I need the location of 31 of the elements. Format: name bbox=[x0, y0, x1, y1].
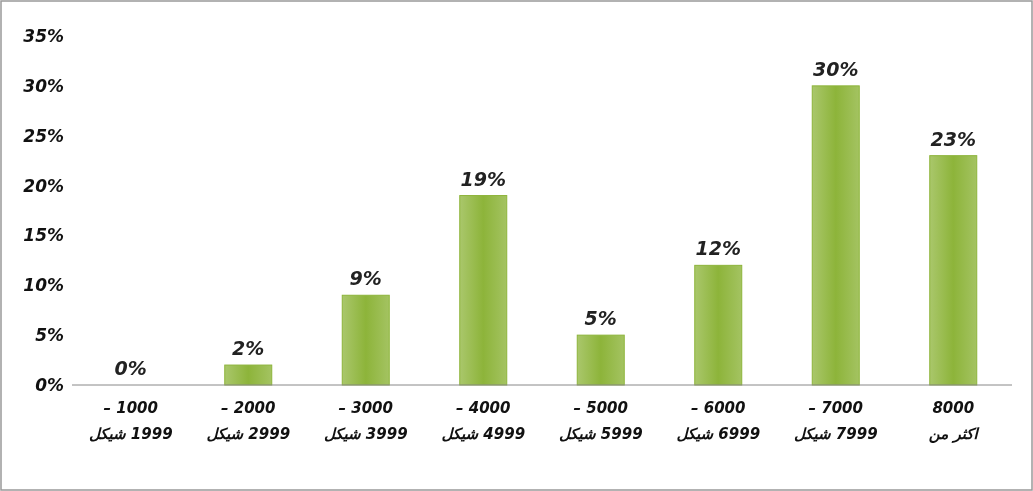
x-tick-label: 4000 – 4999 شيكل bbox=[440, 398, 527, 445]
bar bbox=[811, 85, 860, 386]
x-tick-label: 5000 – 5999 شيكل bbox=[557, 398, 644, 445]
bar bbox=[459, 195, 508, 386]
data-label: 0% bbox=[114, 357, 147, 379]
bar bbox=[694, 264, 743, 386]
x-tick-label: 8000 اكثر من bbox=[927, 398, 981, 445]
data-label: 9% bbox=[349, 267, 382, 290]
data-label: 23% bbox=[930, 127, 976, 150]
bar bbox=[224, 364, 273, 386]
y-tick-label: 20% bbox=[23, 175, 64, 196]
y-tick-label: 30% bbox=[23, 75, 64, 96]
data-label: 12% bbox=[695, 237, 741, 260]
data-label: 5% bbox=[584, 307, 617, 330]
y-tick-label: 35% bbox=[23, 26, 64, 46]
y-tick-label: 0% bbox=[35, 375, 64, 395]
x-tick-label: 7000 – 7999 شيكل bbox=[792, 398, 879, 445]
bar bbox=[341, 294, 390, 386]
y-tick-label: 5% bbox=[35, 325, 64, 346]
y-tick-label: 10% bbox=[23, 275, 64, 296]
data-label: 2% bbox=[232, 337, 265, 360]
data-label: 19% bbox=[460, 167, 506, 190]
y-tick-label: 15% bbox=[23, 225, 64, 246]
y-tick-label: 25% bbox=[23, 125, 64, 146]
bar bbox=[929, 155, 978, 386]
x-tick-label: 2000 – 2999 شيكل bbox=[205, 398, 292, 445]
bar bbox=[576, 334, 625, 386]
x-tick-label: 1000 – 1999 شيكل bbox=[87, 398, 174, 445]
x-tick-label: 6000 – 6999 شيكل bbox=[675, 398, 762, 445]
data-label: 30% bbox=[813, 57, 859, 80]
x-tick-label: 3000 – 3999 شيكل bbox=[322, 398, 409, 445]
